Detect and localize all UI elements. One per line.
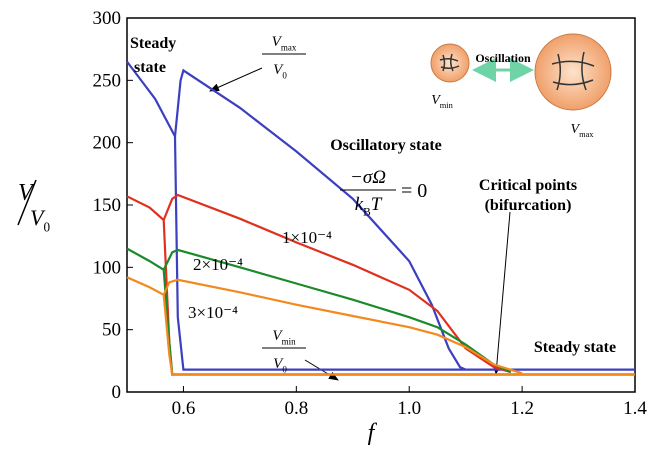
x-tick-label: 1.4 [623, 398, 647, 419]
annotation: state [134, 59, 166, 76]
y-label-den-main: V [30, 205, 46, 230]
curve-upper [162, 248, 512, 374]
y-tick-label: 50 [102, 320, 121, 341]
series-label: 2×10⁻⁴ [193, 255, 243, 274]
sigma-den-sub: B [363, 207, 371, 219]
vmin-label-num-sub: min [282, 337, 297, 347]
inset-vmax-main: V [571, 122, 581, 137]
annotation: Oscillatory state [330, 137, 442, 154]
inset-vmax: Vmax [571, 122, 595, 139]
y-label-den: V0 [30, 205, 50, 235]
y-tick-label: 300 [93, 8, 122, 29]
sigma-den-after: T [371, 194, 383, 215]
curve-steady [126, 276, 635, 376]
y-label-den-sub: 0 [43, 220, 50, 235]
vmax-label-den-sub: 0 [282, 71, 287, 81]
vmax-label-num: Vmax [272, 34, 297, 53]
vmax-arrow [209, 67, 263, 92]
y-label-slash [17, 179, 37, 226]
inset [430, 33, 612, 111]
vmin-label-num: Vmin [272, 328, 296, 347]
sigma-den: kBT [355, 194, 383, 219]
x-tick-label: 1.0 [397, 398, 421, 419]
x-tick-label: 1.2 [510, 398, 534, 419]
annotation: (bifurcation) [485, 197, 572, 214]
inset-vmin: Vmin [431, 93, 453, 110]
annotation: Critical points [479, 177, 577, 194]
annotation: Steady [130, 35, 176, 52]
inset-vmax-sub: max [579, 130, 594, 139]
curve-upper [173, 68, 467, 371]
x-tick-label: 0.6 [172, 398, 196, 419]
annotation: Steady state [534, 339, 616, 356]
critical-arrow [492, 211, 511, 375]
vmax-label-num-sub: max [281, 43, 297, 53]
inset-vmin-main: V [431, 93, 441, 108]
y-tick-label: 200 [93, 133, 122, 154]
y-tick-label: 0 [112, 382, 122, 403]
vmin-label-num-main: V [272, 328, 283, 344]
series-label: 3×10⁻⁴ [188, 303, 238, 322]
curve-steady [126, 60, 635, 371]
y-tick-label: 250 [93, 70, 122, 91]
series-label: 1×10⁻⁴ [282, 228, 332, 247]
x-axis-label: f [368, 420, 378, 446]
sigma-den-main: k [355, 194, 364, 215]
vmax-label-den: V0 [273, 62, 287, 81]
series-label: = 0 [401, 180, 427, 202]
y-label-num: V [18, 180, 35, 206]
curve-upper [162, 278, 523, 375]
y-tick-label: 100 [93, 257, 122, 278]
vmax-label-num-main: V [272, 34, 283, 50]
vmin-label-den-sub: 0 [282, 365, 287, 375]
x-tick-label: 0.8 [284, 398, 308, 419]
curve-upper [162, 193, 512, 374]
y-tick-label: 150 [93, 195, 122, 216]
vmin-label-den-main: V [273, 356, 284, 372]
annotation: Oscillation [475, 51, 531, 65]
vmax-label-den-main: V [273, 62, 284, 78]
inset-vmin-sub: min [440, 101, 454, 110]
sigma-num: −σΩ [350, 167, 386, 188]
vmin-label-den: V0 [273, 356, 287, 375]
